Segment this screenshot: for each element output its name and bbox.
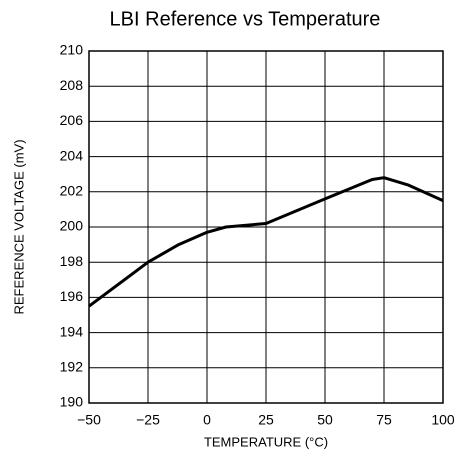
x-tick-label: 50: [317, 412, 333, 428]
y-tick-label: 192: [60, 359, 84, 375]
data-line: [88, 176, 444, 308]
x-tick-label: −25: [136, 412, 160, 428]
y-tick-label: 198: [60, 253, 84, 269]
x-tick-label: 100: [431, 412, 455, 428]
y-tick-label: 194: [60, 323, 84, 339]
x-tick-label: 25: [258, 412, 274, 428]
x-tick-label: −50: [77, 412, 101, 428]
x-axis-label: TEMPERATURE (°C): [204, 434, 328, 449]
y-tick-label: 206: [60, 112, 84, 128]
y-tick-label: 190: [60, 394, 84, 410]
y-tick-label: 208: [60, 77, 84, 93]
y-axis-label: REFERENCE VOLTAGE (mV): [11, 139, 26, 314]
x-tick-label: 75: [376, 412, 392, 428]
y-tick-label: 200: [60, 218, 84, 234]
y-tick-label: 196: [60, 288, 84, 304]
y-tick-label: 202: [60, 183, 84, 199]
chart-title: LBI Reference vs Temperature: [110, 8, 381, 30]
x-tick-label: 0: [203, 412, 211, 428]
y-tick-label: 210: [60, 42, 84, 58]
y-tick-label: 204: [60, 147, 84, 163]
plot-frame: [88, 50, 444, 404]
